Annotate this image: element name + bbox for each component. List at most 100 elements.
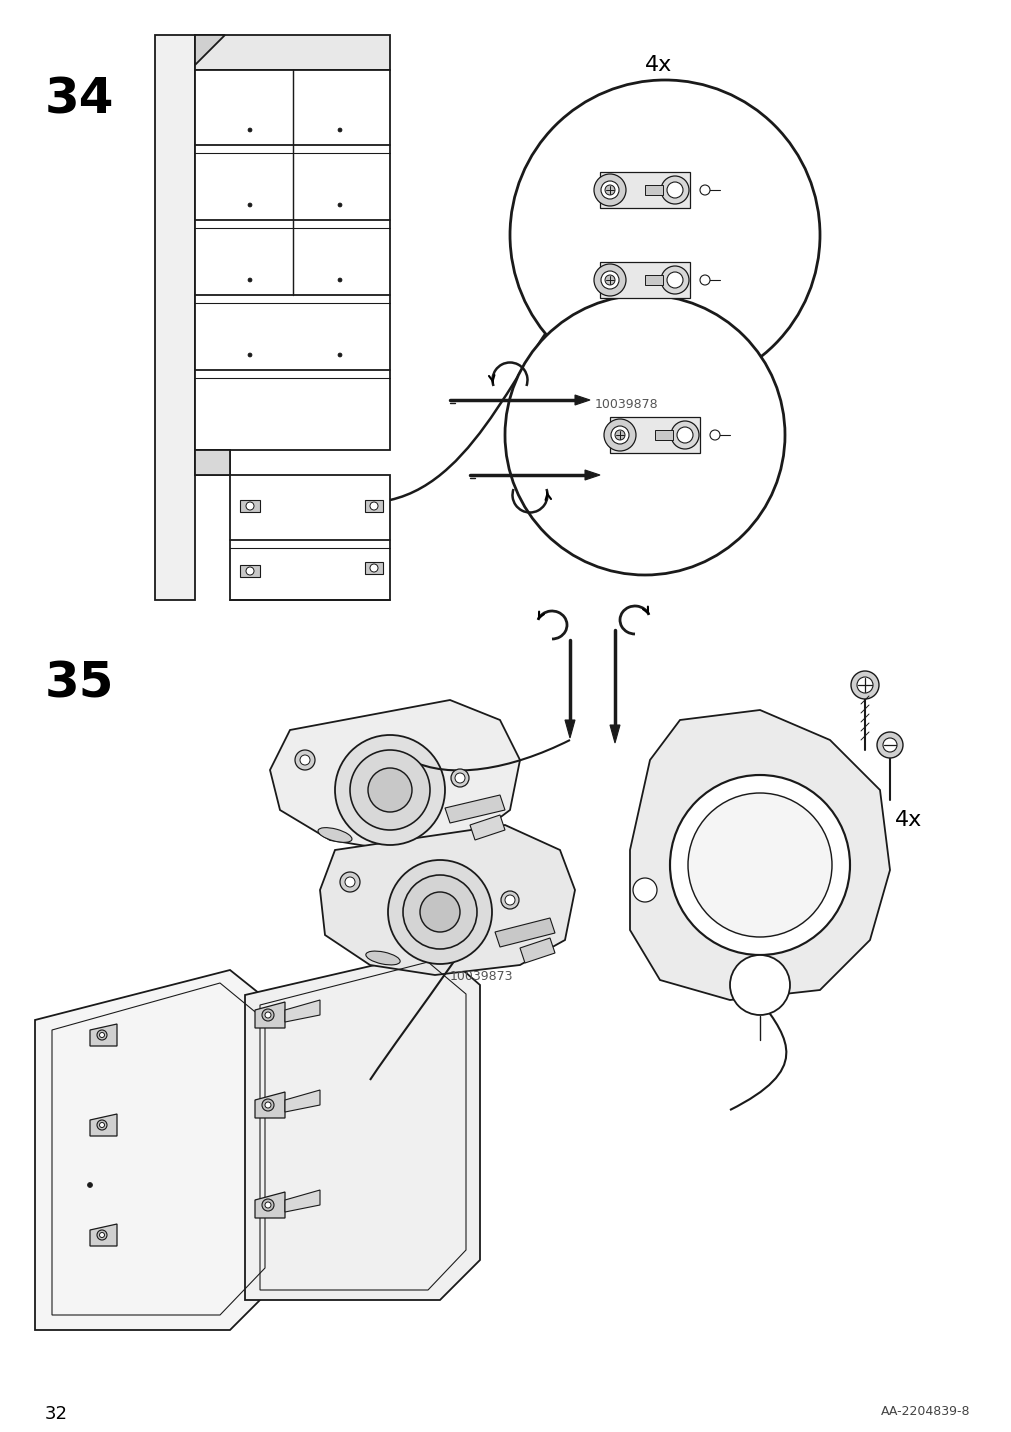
Circle shape [262,1010,274,1021]
Polygon shape [630,710,889,1000]
Circle shape [265,1103,271,1108]
Circle shape [345,876,355,886]
Polygon shape [255,1002,285,1028]
Circle shape [338,127,342,132]
Polygon shape [564,720,574,737]
Polygon shape [285,1000,319,1022]
Polygon shape [195,450,229,475]
Polygon shape [600,172,690,208]
Circle shape [335,735,445,845]
Circle shape [295,750,314,770]
Polygon shape [285,1090,319,1113]
Circle shape [504,895,515,905]
Polygon shape [195,34,389,70]
Circle shape [338,354,342,357]
Polygon shape [610,725,620,743]
Polygon shape [195,70,389,450]
Polygon shape [365,500,382,513]
Circle shape [604,420,635,451]
Polygon shape [654,430,672,440]
Circle shape [593,175,626,206]
Circle shape [97,1230,107,1240]
Polygon shape [600,262,690,298]
Circle shape [605,185,615,195]
Polygon shape [574,395,589,405]
Polygon shape [644,275,662,285]
Circle shape [850,672,879,699]
Circle shape [340,872,360,892]
Polygon shape [90,1224,117,1246]
Circle shape [97,1120,107,1130]
Circle shape [700,185,710,195]
Circle shape [666,272,682,288]
Circle shape [248,203,252,208]
Circle shape [338,278,342,282]
Ellipse shape [317,828,352,842]
Circle shape [350,750,430,831]
Circle shape [262,1098,274,1111]
Circle shape [246,503,254,510]
Polygon shape [365,561,382,574]
Circle shape [262,1199,274,1211]
Circle shape [451,769,468,788]
Polygon shape [240,566,260,577]
Text: 35: 35 [44,660,114,707]
Circle shape [660,266,688,294]
Circle shape [660,176,688,203]
Polygon shape [494,918,554,947]
Circle shape [368,768,411,812]
Circle shape [700,275,710,285]
Circle shape [246,567,254,576]
Polygon shape [520,938,554,962]
Circle shape [687,793,831,937]
Text: 4x: 4x [894,811,921,831]
Circle shape [666,182,682,198]
Polygon shape [35,969,280,1330]
Circle shape [877,732,902,758]
Circle shape [605,275,615,285]
Polygon shape [584,470,600,480]
Circle shape [99,1233,104,1237]
Circle shape [455,773,464,783]
Polygon shape [445,795,504,823]
Circle shape [265,1201,271,1209]
Polygon shape [90,1024,117,1045]
Circle shape [402,875,476,949]
Text: 4x: 4x [644,54,671,74]
Polygon shape [245,949,479,1300]
Circle shape [615,430,625,440]
Circle shape [729,955,790,1015]
Circle shape [632,878,656,902]
Circle shape [248,278,252,282]
Circle shape [420,892,460,932]
Circle shape [670,421,699,450]
Circle shape [856,677,872,693]
Circle shape [370,564,378,571]
Circle shape [669,775,849,955]
Ellipse shape [365,951,399,965]
Polygon shape [195,34,224,64]
Circle shape [338,203,342,208]
Polygon shape [255,1191,285,1219]
Circle shape [265,1012,271,1018]
Polygon shape [319,825,574,975]
Circle shape [500,891,519,909]
Circle shape [387,861,491,964]
Text: AA-2204839-8: AA-2204839-8 [880,1405,969,1418]
Polygon shape [270,700,520,851]
Circle shape [593,263,626,296]
Circle shape [248,354,252,357]
Circle shape [601,180,619,199]
Polygon shape [644,185,662,195]
Polygon shape [195,450,229,475]
Polygon shape [285,1190,319,1211]
Polygon shape [240,500,260,513]
Circle shape [87,1183,92,1187]
Polygon shape [469,815,504,841]
Text: 34: 34 [44,74,114,123]
Polygon shape [229,475,389,600]
Circle shape [676,427,693,442]
Circle shape [99,1032,104,1038]
Circle shape [504,295,785,576]
Circle shape [710,430,719,440]
